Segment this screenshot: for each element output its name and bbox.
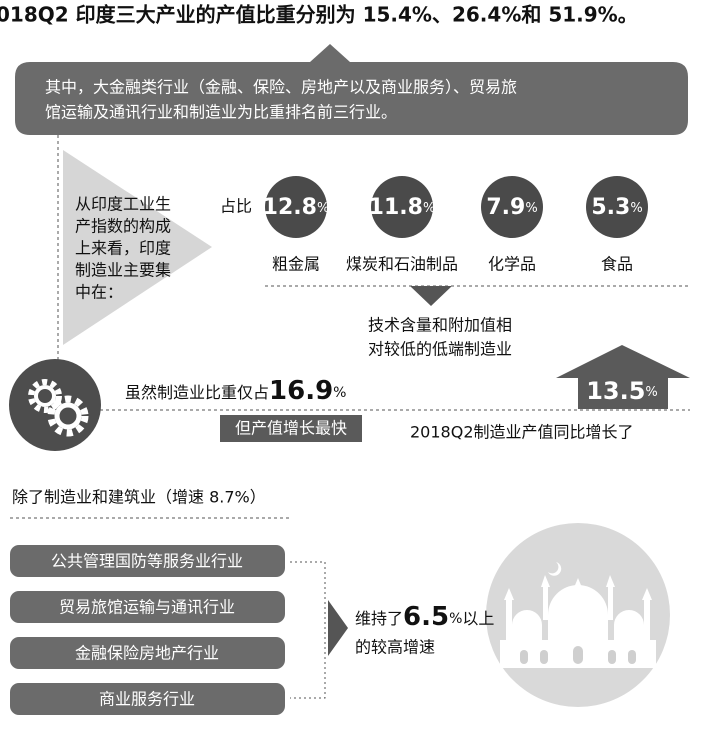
item-value: 7.9%	[486, 195, 537, 220]
intro-line: 上来看，印度	[75, 239, 171, 258]
item-label: 食品	[601, 255, 633, 274]
title: 018Q2 印度三大产业的产值比重分别为 15.4%、26.4%和 51.9%。	[0, 3, 638, 27]
rate-value: 13.5%	[586, 377, 658, 405]
intro-line: 从印度工业生	[75, 195, 171, 214]
intro-line: 制造业主要集	[75, 261, 171, 280]
others-heading: 除了制造业和建筑业（增速 8.7%）	[12, 488, 266, 507]
item-value: 5.3%	[591, 195, 642, 220]
sector: 贸易旅馆运输与通讯行业	[59, 598, 235, 617]
summary-box	[15, 44, 688, 135]
summary-line: 其中，大金融类行业（金融、保险、房地产以及商业服务）、贸易旅	[45, 78, 517, 97]
item-value: 12.8%	[263, 195, 330, 220]
share-label: 占比	[220, 197, 252, 216]
right-arrow	[328, 600, 348, 656]
item-label: 煤炭和石油制品	[346, 255, 458, 274]
intro-line: 产指数的构成	[75, 217, 171, 236]
sector: 商业服务行业	[99, 690, 195, 709]
highlight-box	[220, 415, 362, 442]
item-value: 11.8%	[369, 195, 436, 220]
sector-box	[10, 591, 285, 623]
sector-box	[10, 545, 285, 577]
item-circle	[371, 176, 433, 238]
sector-box	[10, 683, 285, 715]
item-label: 化学品	[488, 255, 536, 274]
sector: 公共管理国防等服务业行业	[51, 552, 243, 571]
sector: 金融保险房地产行业	[75, 644, 219, 663]
conclusion-line: 维持了6.5%以上	[355, 602, 494, 632]
down-arrow	[410, 286, 452, 306]
note-line: 技术含量和附加值相	[368, 316, 512, 335]
gear-icon	[9, 359, 101, 451]
item-group: 12.8% 粗金属 11.8% 煤炭和石油制品 7.9% 化学品 5.3% 食品	[263, 176, 648, 274]
growth-line: 虽然制造业比重仅占16.9%	[125, 376, 346, 406]
caption: 2018Q2制造业产值同比增长了	[410, 423, 634, 442]
note-line: 对较低的低端制造业	[368, 340, 512, 359]
summary-line: 馆运输及通讯行业和制造业为比重排名前三行业。	[45, 103, 397, 122]
highlight: 但产值增长最快	[235, 419, 347, 438]
mosque-icon	[486, 523, 670, 707]
bracket	[290, 561, 326, 699]
item-circle	[265, 176, 327, 238]
conclusion-line: 的较高增速	[355, 638, 435, 657]
sector-list: 公共管理国防等服务业行业 贸易旅馆运输与通讯行业 金融保险房地产行业 商业服务行…	[10, 545, 285, 715]
item-label: 粗金属	[272, 255, 320, 274]
sector-box	[10, 637, 285, 669]
intro-triangle	[63, 150, 212, 345]
up-arrow	[556, 345, 690, 409]
item-circle	[481, 176, 543, 238]
item-circle	[586, 176, 648, 238]
intro-line: 中在：	[75, 283, 123, 302]
